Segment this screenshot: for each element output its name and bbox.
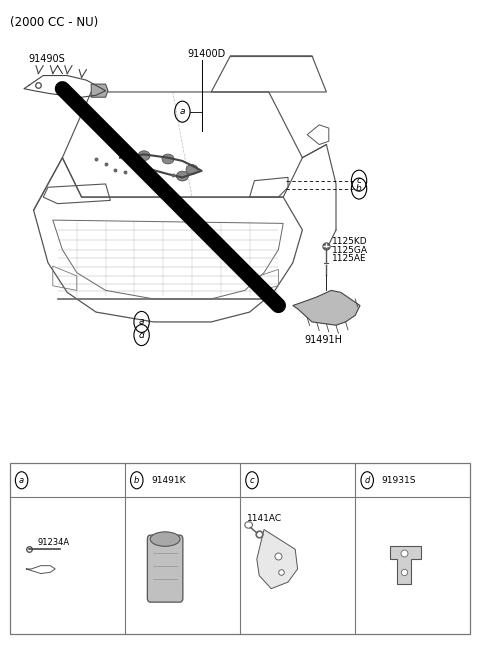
Polygon shape xyxy=(91,84,108,97)
Text: a: a xyxy=(139,317,144,327)
Text: c: c xyxy=(357,176,361,185)
Polygon shape xyxy=(257,530,298,589)
Polygon shape xyxy=(293,290,360,325)
Text: a: a xyxy=(180,107,185,116)
Text: 91491H: 91491H xyxy=(305,335,343,345)
Text: b: b xyxy=(356,184,362,193)
Ellipse shape xyxy=(150,532,180,547)
Text: a: a xyxy=(19,476,24,485)
Text: d: d xyxy=(364,476,370,485)
Text: b: b xyxy=(134,476,140,485)
Ellipse shape xyxy=(177,171,188,181)
Text: 91400D: 91400D xyxy=(187,49,226,59)
Text: c: c xyxy=(250,476,254,485)
Text: 91931S: 91931S xyxy=(382,476,416,485)
Polygon shape xyxy=(390,546,421,584)
Text: 91490S: 91490S xyxy=(29,55,66,64)
Bar xyxy=(10,463,470,634)
Text: (2000 CC - NU): (2000 CC - NU) xyxy=(10,16,98,30)
FancyBboxPatch shape xyxy=(147,535,183,602)
Ellipse shape xyxy=(138,151,150,161)
Ellipse shape xyxy=(162,154,174,164)
Text: 91491K: 91491K xyxy=(151,476,186,485)
Ellipse shape xyxy=(186,165,198,175)
Text: 1141AC: 1141AC xyxy=(247,514,282,523)
Text: 1125GA: 1125GA xyxy=(332,246,368,255)
Text: 1125AE: 1125AE xyxy=(332,254,367,263)
Text: 91234A: 91234A xyxy=(37,538,70,547)
Text: 1125KD: 1125KD xyxy=(332,237,368,246)
Polygon shape xyxy=(53,220,283,299)
Text: d: d xyxy=(139,330,144,340)
